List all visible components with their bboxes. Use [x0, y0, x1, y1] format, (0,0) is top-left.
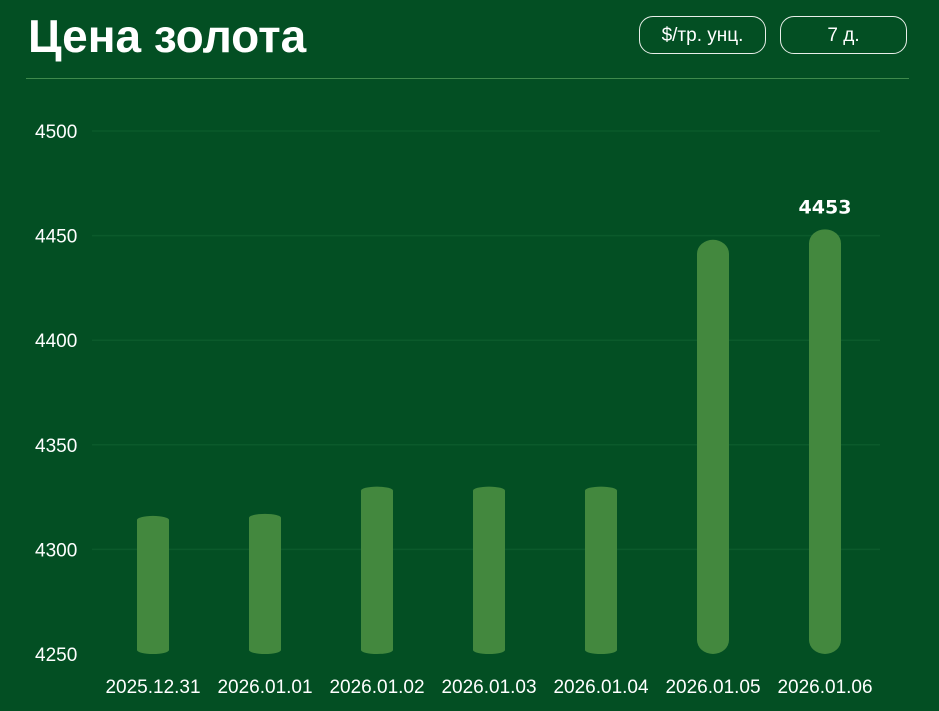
x-axis: 2025.12.31 2026.01.01 2026.01.02 2026.01.03… — [105, 677, 872, 698]
unit-selector-button[interactable]: $/тр. унц. — [639, 16, 766, 54]
x-tick-label: 2026.01.06 — [777, 677, 872, 698]
bars — [137, 229, 841, 654]
y-tick-label: 4400 — [35, 331, 77, 352]
x-tick-label: 2026.01.05 — [665, 677, 760, 698]
bar — [137, 515, 169, 654]
y-axis: 4250 4300 4350 4400 4450 4500 — [35, 122, 77, 666]
bar — [361, 486, 393, 654]
bar — [697, 239, 729, 654]
header: Цена золота $/тр. унц. 7 д. — [0, 0, 939, 80]
bar — [809, 229, 841, 654]
value-labels: 4453 — [799, 196, 852, 218]
bar — [473, 486, 505, 654]
header-divider — [26, 78, 909, 79]
y-tick-label: 4300 — [35, 540, 77, 561]
x-tick-label: 2026.01.01 — [217, 677, 312, 698]
period-selector-button[interactable]: 7 д. — [780, 16, 907, 54]
x-tick-label: 2025.12.31 — [105, 677, 200, 698]
y-tick-label: 4350 — [35, 436, 77, 457]
bar — [585, 486, 617, 654]
y-tick-label: 4450 — [35, 227, 77, 248]
y-grid — [92, 130, 880, 551]
x-tick-label: 2026.01.04 — [553, 677, 649, 698]
y-tick-label: 4500 — [35, 122, 77, 143]
bar — [249, 513, 281, 654]
x-tick-label: 2026.01.02 — [329, 677, 424, 698]
data-label: 4453 — [799, 196, 852, 218]
x-tick-label: 2026.01.03 — [441, 677, 536, 698]
page-title: Цена золота — [28, 10, 307, 62]
y-tick-label: 4250 — [35, 645, 77, 666]
